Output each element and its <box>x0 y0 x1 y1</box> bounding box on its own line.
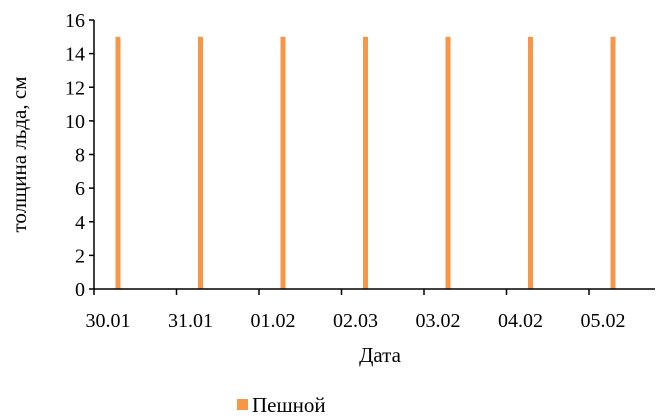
y-tick-label: 0 <box>75 279 85 301</box>
legend: Пешной <box>237 393 326 417</box>
x-tick-label: 03.02 <box>416 310 461 332</box>
bar-04.02 <box>528 36 533 289</box>
bars-group <box>115 36 616 289</box>
y-tick-label: 6 <box>75 178 85 200</box>
x-tick-label: 04.02 <box>498 310 543 332</box>
y-tick-label: 4 <box>75 212 85 234</box>
x-tick-label: 02.03 <box>333 310 378 332</box>
bar-31.01 <box>198 36 203 289</box>
x-ticks-group: 30.01 31.01 01.02 02.03 03.02 04.02 05.02 <box>86 289 626 332</box>
y-tick-label: 12 <box>65 77 85 99</box>
x-tick-label: 01.02 <box>251 310 296 332</box>
legend-label-peshnoy: Пешной <box>252 393 326 417</box>
x-tick-label: 30.01 <box>86 310 131 332</box>
x-tick-label: 31.01 <box>168 310 213 332</box>
legend-swatch <box>237 399 248 410</box>
y-tick-label: 16 <box>65 10 85 32</box>
x-axis-title: Дата <box>359 343 402 367</box>
bar-01.02 <box>280 36 286 289</box>
bar-02.03 <box>363 36 368 289</box>
bar-03.02 <box>445 36 451 289</box>
y-tick-label: 2 <box>75 245 85 267</box>
y-axis-title: толщина льда, см <box>7 77 31 233</box>
y-tick-label: 14 <box>65 44 85 66</box>
y-tick-label: 10 <box>65 111 85 133</box>
y-tick-label: 8 <box>75 145 85 167</box>
y-ticks-group: 0 2 4 6 8 10 12 14 16 <box>65 10 94 301</box>
bar-30.01 <box>115 36 121 289</box>
bar-05.02 <box>610 36 616 289</box>
x-tick-label: 05.02 <box>581 310 626 332</box>
